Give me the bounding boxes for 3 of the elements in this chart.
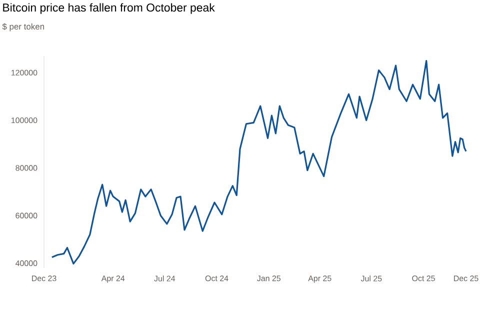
chart-title: Bitcoin price has fallen from October peak	[3, 3, 215, 14]
chart-subtitle: $ per token	[2, 23, 44, 32]
line-series	[51, 60, 467, 265]
